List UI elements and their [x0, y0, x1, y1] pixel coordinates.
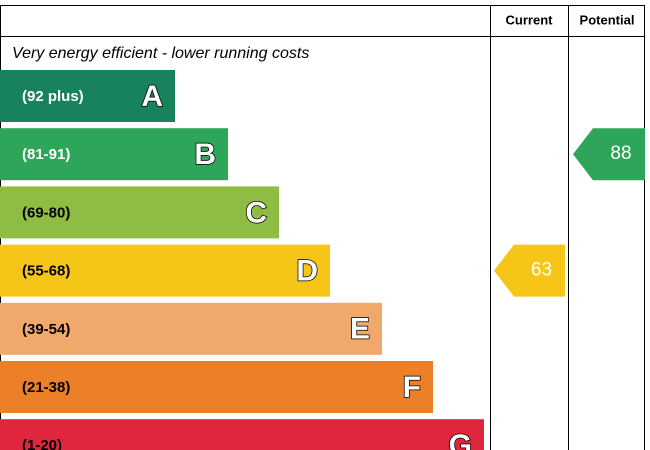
current-header: Current	[506, 12, 554, 27]
band-bar	[0, 70, 175, 122]
band-range: (39-54)	[22, 321, 70, 338]
band-letter: A	[141, 80, 163, 113]
band-bar	[0, 361, 433, 413]
band-range: (81-91)	[22, 146, 70, 163]
band-bar	[0, 302, 382, 355]
subtitle: Very energy efficient - lower running co…	[12, 45, 309, 62]
band-range: (69-80)	[22, 204, 70, 221]
band-bar	[0, 244, 330, 297]
band-letter: G	[449, 429, 472, 450]
band-range: (21-38)	[22, 379, 70, 396]
potential-arrow	[573, 128, 645, 181]
band-bar	[0, 128, 228, 181]
band-letter: D	[296, 255, 318, 288]
band-letter: C	[245, 196, 267, 229]
current-arrow	[494, 244, 565, 297]
potential-value: 88	[610, 143, 631, 164]
band-bar	[0, 186, 279, 239]
band-letter: F	[403, 371, 421, 404]
band-bar	[0, 419, 484, 450]
band-range: (1-20)	[22, 437, 62, 450]
potential-header: Potential	[580, 12, 635, 27]
band-letter: E	[350, 313, 370, 346]
band-letter: B	[194, 138, 216, 171]
band-range: (92 plus)	[22, 88, 84, 105]
current-value: 63	[531, 260, 552, 281]
band-range: (55-68)	[22, 263, 70, 280]
